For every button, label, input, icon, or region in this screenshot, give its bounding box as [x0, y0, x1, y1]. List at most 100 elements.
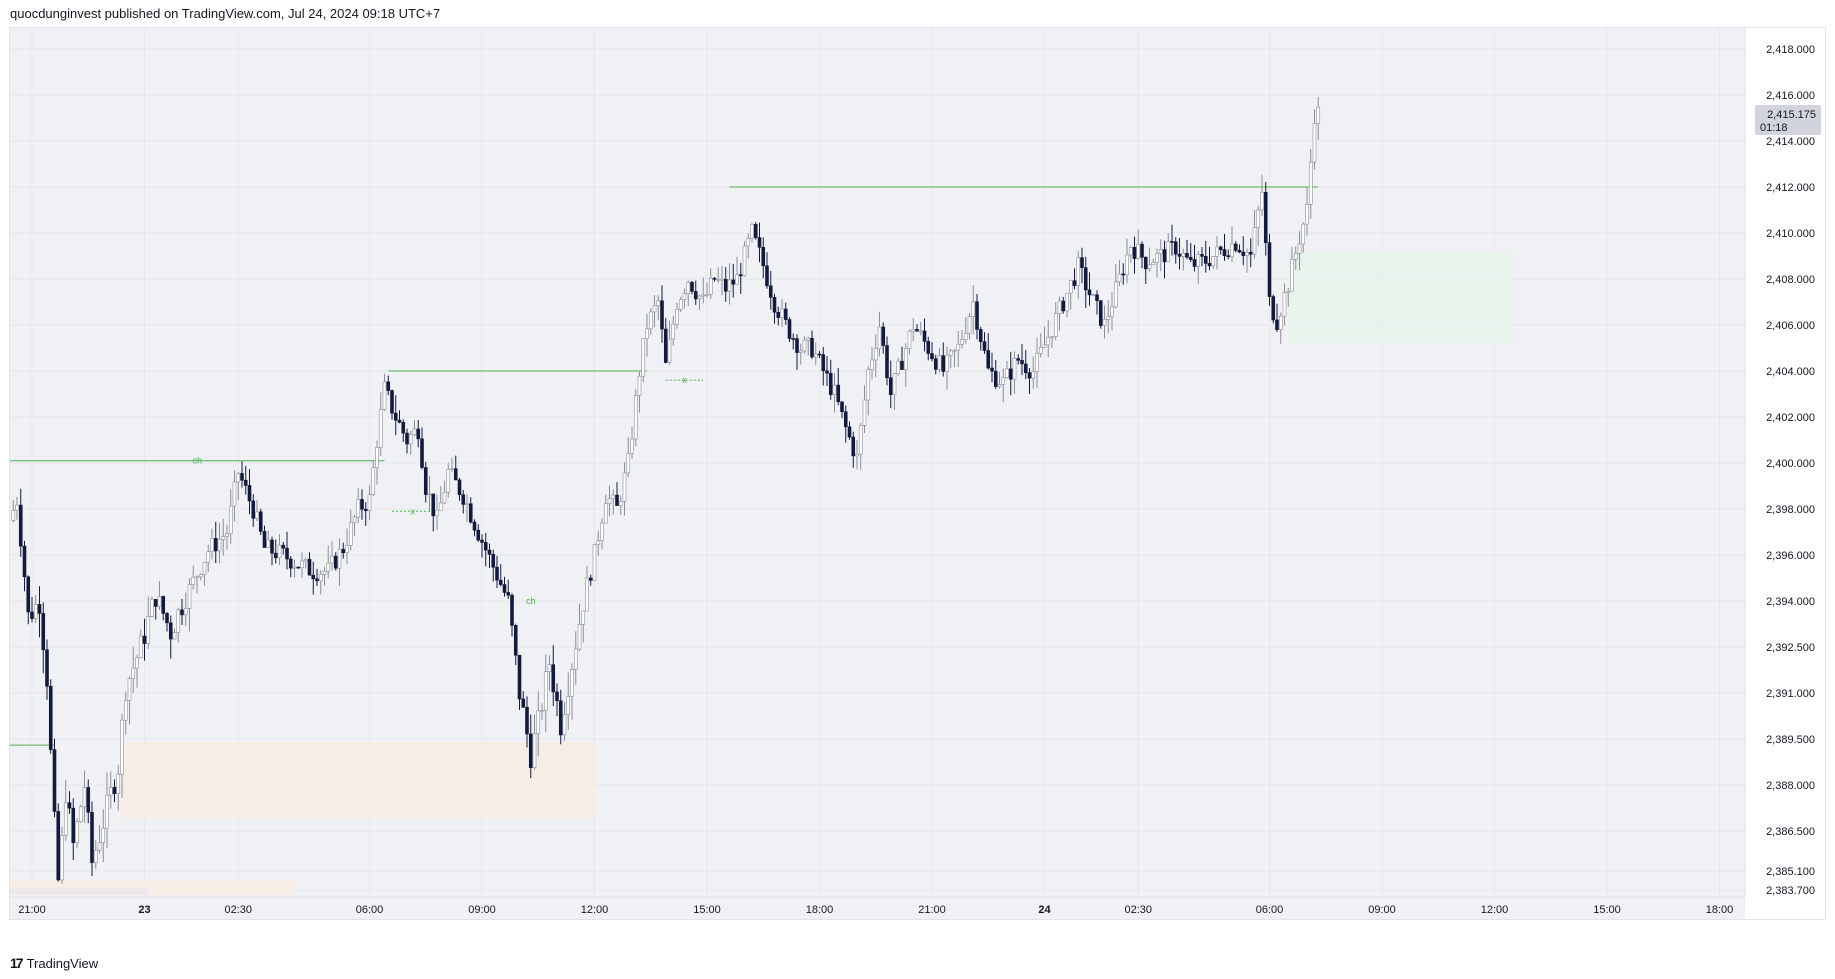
x-tick-label: 02:30: [224, 904, 252, 916]
candle-body: [742, 245, 747, 277]
candle-body: [858, 425, 863, 455]
candle-body: [840, 401, 844, 413]
candle-body: [363, 509, 368, 511]
candle-body: [776, 311, 781, 318]
candle-body: [438, 502, 443, 511]
candle-body: [393, 412, 398, 421]
candle-body: [787, 319, 792, 339]
candle-body: [1241, 251, 1246, 256]
candle-body: [465, 503, 469, 506]
x-tick-label: 06:00: [356, 904, 384, 916]
y-tick-label: 2,410.000: [1766, 228, 1815, 240]
candle-body: [963, 332, 968, 340]
candle-body: [735, 274, 739, 285]
candle-body: [592, 544, 597, 581]
candle-body: [45, 649, 49, 687]
candle-body: [1016, 358, 1021, 361]
sweep-label: x: [682, 375, 687, 385]
candle-body: [836, 384, 841, 403]
candlestick-chart[interactable]: ch x x ch 2,418.000 2,416.000 2,414.000 2,412.…: [10, 28, 1825, 919]
candle-body: [626, 453, 631, 474]
candle-body: [937, 355, 942, 370]
x-tick-label: 15:00: [1593, 904, 1621, 916]
candle-body: [453, 468, 458, 481]
y-tick-label: 2,396.000: [1766, 550, 1815, 562]
candle-body: [315, 578, 319, 582]
candle-body: [1121, 273, 1126, 276]
candle-body: [345, 545, 349, 554]
candle-body: [318, 574, 323, 582]
candle-body: [217, 539, 222, 552]
candle-body: [195, 576, 199, 579]
candle-body: [588, 577, 593, 581]
candle-body: [540, 710, 544, 713]
candle-body: [1293, 253, 1298, 260]
candle-body: [435, 509, 439, 517]
candle-body: [1218, 246, 1223, 250]
candle-body: [547, 664, 552, 672]
candle-body: [581, 610, 586, 625]
candle-body: [971, 301, 976, 317]
candle-body: [903, 348, 908, 370]
candle-body: [1185, 253, 1189, 258]
x-tick-label: 21:00: [18, 904, 46, 916]
candle-body: [168, 622, 173, 640]
candle-body: [1173, 241, 1178, 255]
candle-body: [1188, 256, 1193, 260]
candle-body: [997, 384, 1002, 387]
candle-body: [120, 719, 124, 775]
candle-body: [663, 328, 668, 363]
candle-body: [165, 613, 169, 624]
candle-body: [75, 821, 79, 843]
candle-body: [795, 338, 799, 353]
candle-body: [210, 538, 214, 552]
candle-body: [708, 277, 713, 295]
candle-body: [487, 549, 492, 555]
grid-lines: [10, 28, 1745, 897]
candle-body: [131, 667, 136, 679]
candle-body: [1102, 319, 1107, 326]
candle-body: [273, 552, 278, 559]
candle-body: [401, 422, 406, 434]
candle-body: [360, 499, 364, 510]
candle-body: [866, 369, 871, 401]
candle-body: [675, 308, 679, 325]
zone-green: [1288, 251, 1514, 344]
candle-body: [1230, 243, 1234, 258]
candle-body: [828, 372, 833, 395]
candle-body: [870, 359, 874, 370]
candle-body: [288, 558, 293, 569]
candle-body: [585, 577, 589, 612]
level-label: ch: [192, 456, 202, 466]
candle-body: [900, 360, 904, 370]
candle-body: [697, 295, 702, 300]
candle-body: [1117, 273, 1122, 283]
candle-body: [213, 538, 218, 552]
y-tick-label: 2,400.000: [1766, 458, 1815, 470]
candle-body: [847, 426, 852, 438]
candle-body: [806, 337, 811, 341]
candle-body: [562, 714, 567, 736]
candle-body: [258, 511, 263, 532]
candle-body: [446, 469, 451, 493]
candle-body: [1128, 247, 1133, 256]
y-tick-label: 2,385.100: [1766, 866, 1815, 878]
candle-body: [1042, 344, 1047, 348]
candle-body: [551, 664, 556, 693]
candle-body: [221, 536, 226, 540]
candle-body: [408, 434, 413, 445]
candle-body: [1038, 347, 1043, 354]
candle-body: [982, 341, 987, 351]
x-tick-label: 24: [1038, 904, 1051, 916]
chart-panel[interactable]: ch x x ch 2,418.000 2,416.000 2,414.000 2,412.…: [9, 27, 1826, 920]
candle-body: [60, 835, 64, 881]
candle-body: [176, 609, 181, 633]
candle-body: [101, 827, 106, 843]
candle-body: [341, 548, 346, 554]
candle-body: [127, 678, 132, 701]
candle-body: [536, 710, 541, 734]
candle-body: [82, 787, 87, 808]
y-tick-label: 2,392.500: [1766, 642, 1815, 654]
candle-body: [1196, 254, 1201, 267]
y-tick-label: 2,416.000: [1766, 90, 1815, 102]
